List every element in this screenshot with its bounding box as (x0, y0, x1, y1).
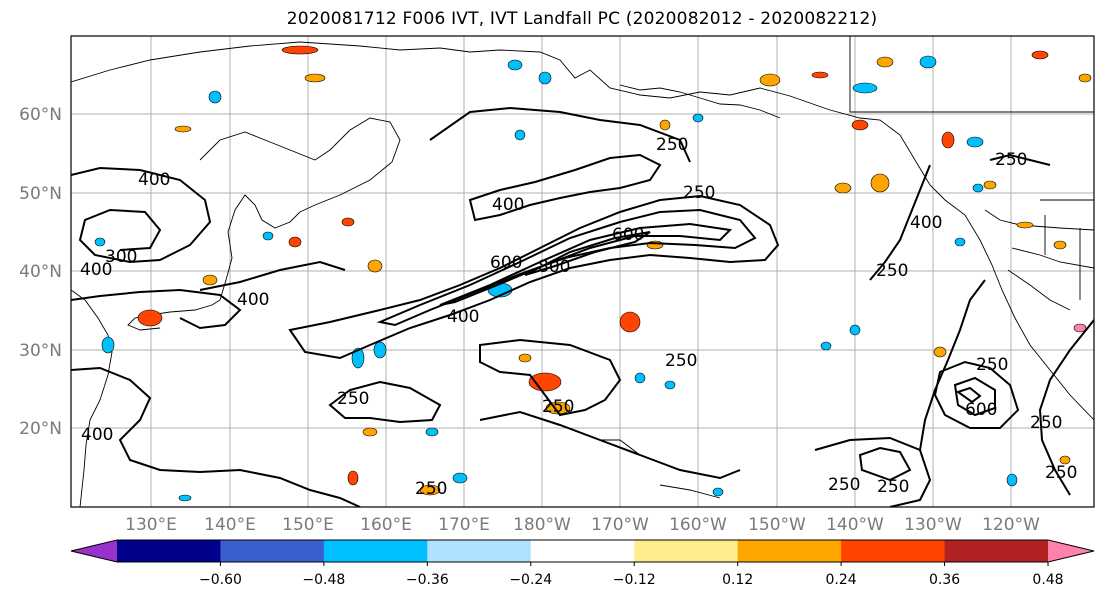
lon-labels: 130°E 140°E 150°E 160°E 170°E 180°W 170°… (125, 515, 1040, 535)
colorbar-extend-low (71, 540, 117, 562)
contour-label: 400 (81, 425, 113, 445)
contour-label: 250 (1045, 463, 1077, 483)
colorbar: −0.60 −0.48 −0.36 −0.24 −0.12 0.12 0.24 0.36 0.4… (70, 539, 1095, 588)
lon-label: 150°E (282, 515, 334, 535)
contour-label: 250 (656, 135, 688, 155)
lon-label: 140°E (204, 515, 256, 535)
colorbar-segment (530, 540, 635, 562)
colorbar-tick-label: −0.60 (199, 572, 242, 588)
colorbar-tick-label: 0.48 (1032, 572, 1063, 588)
lon-label: 140°W (826, 515, 884, 535)
contour-label: 600 (490, 253, 522, 273)
contour-label: 600 (612, 225, 644, 245)
contour-label: 250 (665, 351, 697, 371)
colorbar-segment (944, 540, 1049, 562)
colorbar-tick-label: −0.24 (509, 572, 552, 588)
contour-label: 250 (877, 477, 909, 497)
colorbar-segment (323, 540, 428, 562)
colorbar-tick-label: 0.36 (929, 572, 960, 588)
lat-label: 40°N (19, 262, 62, 282)
contour-label: 400 (237, 290, 269, 310)
lat-labels: 60°N 50°N 40°N 30°N 20°N (19, 105, 62, 439)
lon-label: 150°W (748, 515, 806, 535)
contour-label: 400 (80, 260, 112, 280)
lat-label: 30°N (19, 341, 62, 361)
colorbar-tick-label: 0.24 (826, 572, 857, 588)
colorbar-segment (117, 540, 221, 562)
contour-label: 400 (910, 213, 942, 233)
lon-label: 170°E (438, 515, 490, 535)
colorbar-segment (737, 540, 842, 562)
contour-label: 250 (337, 389, 369, 409)
contour-label: 300 (105, 247, 137, 267)
lon-label: 160°W (669, 515, 727, 535)
colorbar-tick-label: −0.12 (613, 572, 656, 588)
colorbar-segment (841, 540, 946, 562)
colorbar-segment (220, 540, 325, 562)
colorbar-tick-label: −0.36 (406, 572, 449, 588)
lon-label: 160°E (360, 515, 412, 535)
lon-label: 120°W (982, 515, 1040, 535)
contour-label: 250 (683, 183, 715, 203)
ivt-contours (71, 106, 1094, 507)
shaded-field (94, 45, 1092, 502)
colorbar-outline (70, 539, 1095, 563)
lat-label: 50°N (19, 184, 62, 204)
lon-label: 130°W (904, 515, 962, 535)
contour-label: 250 (995, 150, 1027, 170)
colorbar-tick-label: 0.12 (722, 572, 753, 588)
chart-title: 2020081712 F006 IVT, IVT Landfall PC (20… (286, 9, 878, 29)
colorbar-extend-high (1048, 540, 1094, 562)
contour-label: 250 (976, 355, 1008, 375)
contour-label: 250 (876, 261, 908, 281)
lon-label: 130°E (125, 515, 177, 535)
lat-label: 20°N (19, 419, 62, 439)
colorbar-segment (634, 540, 739, 562)
colorbar-tick-label: −0.48 (302, 572, 345, 588)
contour-label: 600 (965, 400, 997, 420)
contour-label: 800 (538, 257, 570, 277)
contour-label: 250 (415, 479, 447, 499)
map-frame (70, 35, 1095, 508)
contour-label: 250 (1030, 413, 1062, 433)
contour-label: 250 (828, 475, 860, 495)
lat-label: 60°N (19, 105, 62, 125)
lon-label: 180°W (513, 515, 571, 535)
contour-label: 400 (492, 195, 524, 215)
lon-label: 170°W (591, 515, 649, 535)
contour-label: 400 (447, 307, 479, 327)
contour-label: 400 (138, 170, 170, 190)
colorbar-segment (427, 540, 532, 562)
contour-label: 250 (542, 397, 574, 417)
contour-labels: 400 300 400 400 600 800 600 400 250 250 … (80, 135, 1077, 499)
